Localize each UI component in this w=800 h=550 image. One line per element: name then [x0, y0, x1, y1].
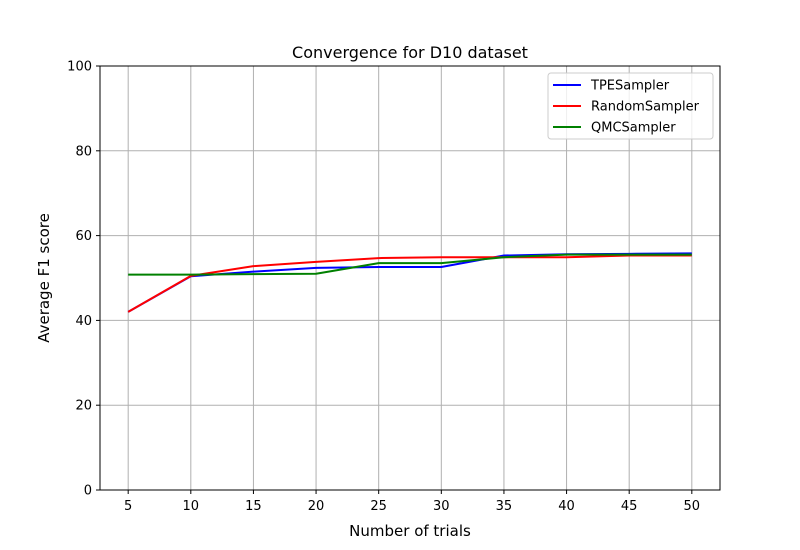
legend-entry-tpesampler: TPESampler: [590, 79, 670, 94]
axis-ticks: 5 10 15 20 25 30 35 40 45 50 0 20 40 60 80 100: [67, 60, 700, 515]
series-line-qmcsampler: [128, 253, 692, 276]
series-lines: [127, 252, 692, 313]
y-tick-label: 60: [75, 229, 92, 244]
x-axis-label: Number of trials: [349, 522, 471, 540]
legend-entry-qmcsampler: QMCSampler: [591, 121, 676, 136]
x-tick-label: 5: [124, 499, 132, 514]
y-tick-label: 0: [84, 484, 92, 499]
x-tick-label: 40: [558, 499, 575, 514]
x-tick-label: 15: [245, 499, 262, 514]
legend-entry-randomsampler: RandomSampler: [591, 100, 700, 115]
series-line-randomsampler: [127, 254, 692, 313]
y-tick-label: 40: [75, 314, 92, 329]
x-tick-label: 10: [183, 499, 200, 514]
x-tick-label: 30: [433, 499, 450, 514]
legend: TPESampler RandomSampler QMCSampler: [547, 72, 714, 140]
plot-frame: [99, 65, 721, 491]
chart-title: Convergence for D10 dataset: [292, 43, 528, 62]
x-tick-label: 50: [684, 499, 701, 514]
y-axis-label: Average F1 score: [35, 213, 53, 343]
y-tick-label: 80: [75, 144, 92, 159]
x-tick-label: 20: [308, 499, 325, 514]
legend-box: [547, 72, 714, 140]
x-tick-label: 45: [621, 499, 638, 514]
x-tick-label: 35: [496, 499, 513, 514]
y-tick-label: 20: [75, 399, 92, 414]
y-tick-label: 100: [67, 60, 92, 75]
x-tick-label: 25: [370, 499, 387, 514]
